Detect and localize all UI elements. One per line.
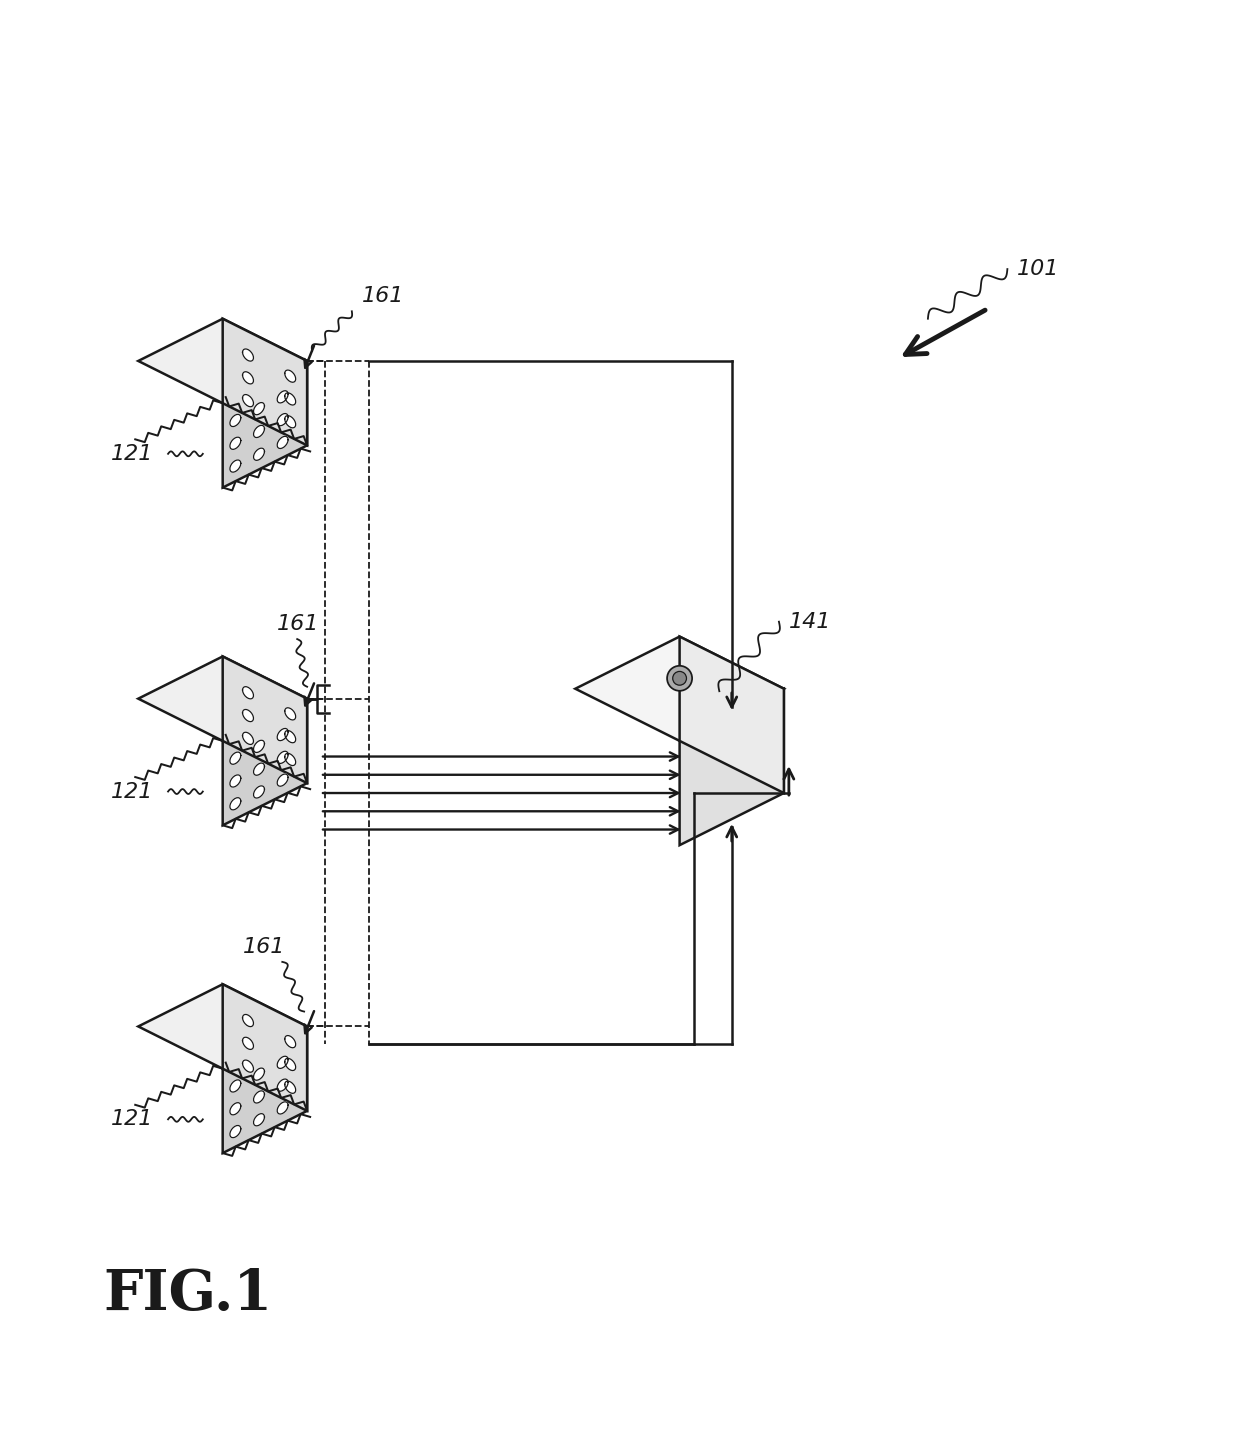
Polygon shape: [253, 402, 264, 415]
Polygon shape: [253, 425, 264, 438]
Text: 161: 161: [278, 615, 320, 635]
Polygon shape: [680, 688, 784, 844]
Polygon shape: [278, 1056, 288, 1069]
Polygon shape: [285, 1035, 295, 1048]
Polygon shape: [278, 1102, 288, 1113]
Polygon shape: [223, 362, 308, 487]
Polygon shape: [285, 370, 295, 382]
Polygon shape: [229, 1080, 241, 1092]
Polygon shape: [253, 785, 264, 798]
Polygon shape: [243, 348, 253, 362]
Polygon shape: [243, 1037, 253, 1050]
Polygon shape: [243, 732, 253, 745]
Polygon shape: [223, 985, 308, 1111]
Polygon shape: [243, 687, 253, 698]
Polygon shape: [575, 636, 784, 740]
Polygon shape: [243, 710, 253, 722]
Polygon shape: [138, 985, 308, 1069]
Polygon shape: [229, 798, 241, 810]
Text: 161: 161: [362, 286, 404, 307]
Polygon shape: [253, 448, 264, 460]
Text: 121: 121: [110, 1109, 154, 1129]
Polygon shape: [223, 318, 308, 445]
Polygon shape: [229, 1103, 241, 1115]
Polygon shape: [229, 1125, 241, 1138]
Polygon shape: [229, 415, 241, 427]
Polygon shape: [253, 1113, 264, 1126]
Polygon shape: [138, 318, 308, 403]
Polygon shape: [285, 1058, 295, 1070]
Text: 141: 141: [789, 612, 831, 632]
Polygon shape: [278, 752, 288, 763]
Polygon shape: [278, 437, 288, 448]
Polygon shape: [278, 774, 288, 787]
Polygon shape: [278, 414, 288, 425]
Polygon shape: [285, 415, 295, 428]
Polygon shape: [278, 390, 288, 403]
Polygon shape: [243, 372, 253, 385]
Text: 101: 101: [1017, 259, 1060, 279]
Polygon shape: [253, 740, 264, 752]
Text: 161: 161: [243, 937, 285, 957]
Text: 121: 121: [110, 444, 154, 464]
Polygon shape: [223, 656, 308, 784]
Polygon shape: [138, 656, 308, 740]
Polygon shape: [229, 437, 241, 450]
Polygon shape: [680, 636, 784, 792]
Polygon shape: [253, 1069, 264, 1080]
Polygon shape: [243, 1060, 253, 1073]
Polygon shape: [285, 393, 295, 405]
Polygon shape: [285, 730, 295, 743]
Polygon shape: [243, 1015, 253, 1027]
Polygon shape: [229, 775, 241, 787]
Polygon shape: [223, 698, 308, 826]
Polygon shape: [285, 1082, 295, 1093]
Polygon shape: [253, 763, 264, 775]
Polygon shape: [278, 1079, 288, 1092]
Polygon shape: [253, 1090, 264, 1103]
Text: FIG.1: FIG.1: [103, 1267, 273, 1322]
Polygon shape: [243, 395, 253, 406]
Polygon shape: [278, 729, 288, 740]
Circle shape: [667, 665, 692, 691]
Polygon shape: [229, 460, 241, 473]
Polygon shape: [285, 707, 295, 720]
Polygon shape: [223, 1027, 308, 1152]
Circle shape: [673, 671, 687, 685]
Polygon shape: [285, 753, 295, 765]
Polygon shape: [229, 752, 241, 765]
Text: 121: 121: [110, 781, 154, 801]
